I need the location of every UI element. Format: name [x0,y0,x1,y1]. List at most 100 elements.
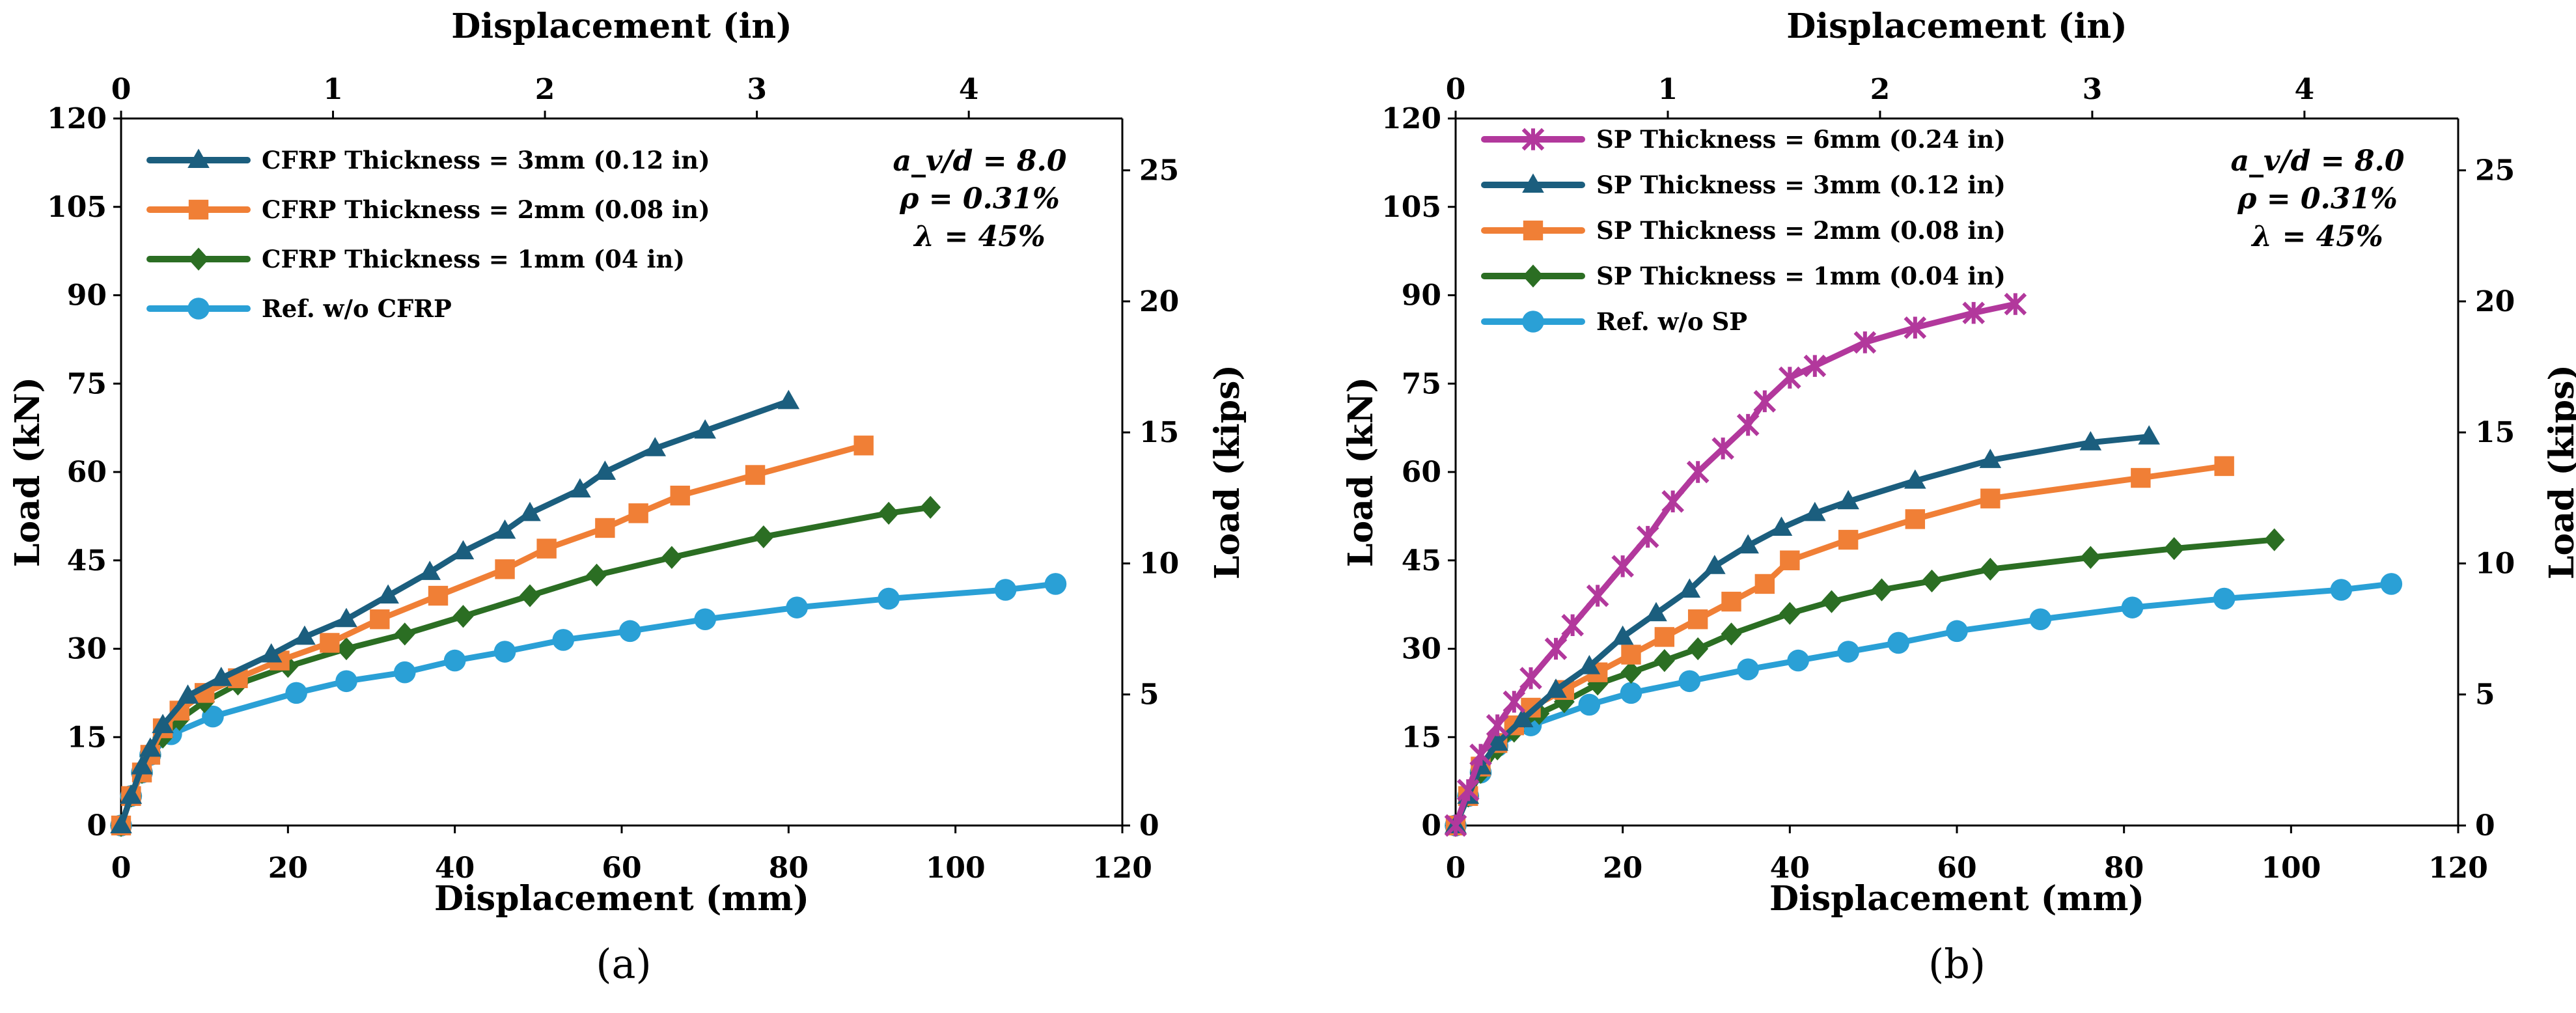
data-point-sp6 [1962,301,1985,324]
data-point-cfrp2 [428,585,449,606]
data-point-ref [1787,649,1809,672]
data-point-cfrp3 [139,737,161,757]
data-point-sp6 [1711,437,1734,460]
data-point-sp3 [1511,708,1534,728]
legend-label: CFRP Thickness = 2mm (0.08 in) [262,195,710,224]
data-point-sp6 [1904,316,1927,339]
data-point-ref [1044,573,1067,595]
data-point-cfrp1 [394,622,415,646]
x2-tick-label: 2 [535,73,555,106]
data-point-ref [202,705,224,728]
data-point-ref [1578,693,1601,716]
x-axis-title: Displacement (mm) [434,879,809,919]
data-point-cfrp1 [336,637,357,661]
series-cfrp2 [111,436,874,836]
data-point-sp6 [1779,366,1801,389]
y-tick-label: 105 [47,191,107,224]
legend-label: SP Thickness = 3mm (0.12 in) [1596,171,2006,199]
y-tick-label: 90 [67,279,107,312]
data-point-sp1 [1654,649,1675,673]
data-point-cfrp1 [878,501,900,525]
data-point-ref [994,579,1017,601]
data-point-sp6 [1736,413,1760,436]
series-ref [1445,573,2403,837]
legend-label: Ref. w/o SP [1596,307,1747,336]
data-point-cfrp2 [628,503,648,523]
series-group [110,389,1067,837]
data-point-sp6 [1586,584,1609,607]
y2-axis-title: Load (kips) [2542,365,2576,579]
data-point-cfrp3 [777,389,800,409]
data-point-ref [335,670,357,693]
data-point-sp6 [1519,667,1542,690]
series-line-sp6 [1452,301,2019,829]
data-point-sp1 [1721,622,1742,646]
y-tick-label: 75 [67,367,107,400]
data-point-ref [694,608,716,631]
legend-marker [1522,173,1544,193]
series-sp3 [1445,425,2160,833]
x-tick-label: 120 [2428,852,2488,885]
y2-tick-label: 20 [1139,285,1179,318]
data-point-ref [878,587,900,610]
data-point-sp3 [1770,516,1793,536]
y-tick-label: 45 [1402,544,1441,577]
y2-tick-label: 0 [2475,809,2495,842]
legend-label: SP Thickness = 6mm (0.24 in) [1596,125,2006,154]
x-tick-label: 120 [1092,852,1152,885]
data-point-sp6 [1636,525,1659,548]
legend-label: CFRP Thickness = 3mm (0.12 in) [262,146,710,174]
legend: CFRP Thickness = 3mm (0.12 in) CFRP Thick… [146,146,710,323]
data-point-cfrp3 [419,561,441,580]
y-tick-label: 15 [1402,721,1441,754]
y-tick-label: 30 [1402,633,1441,666]
data-point-cfrp2 [595,518,615,538]
data-point-sp3 [1804,501,1826,521]
data-point-sp6 [2004,292,2027,316]
x-axis-title: Displacement (mm) [1769,879,2144,919]
legend-marker [1523,264,1544,288]
data-point-cfrp3 [176,684,199,704]
panel-label: (b) [1928,940,1986,988]
y-tick-label: 60 [67,456,107,489]
x2-tick-label: 1 [323,73,343,106]
x2-tick-label: 0 [1446,73,1466,106]
data-point-sp3 [1704,555,1726,574]
data-point-sp6 [1853,331,1877,354]
data-point-sp6 [1456,779,1480,802]
x-tick-label: 80 [769,852,809,885]
legend: SP Thickness = 6mm (0.24 in) SP Thickness… [1481,125,2006,336]
data-point-ref [786,596,808,618]
data-point-sp1 [2264,528,2285,551]
series-line-ref [118,581,1059,829]
data-point-cfrp2 [745,465,766,485]
parameter-text: a_v/d = 8.0 [2231,145,2405,178]
data-point-cfrp3 [152,714,174,734]
parameter-text: λ = 45% [913,220,1045,253]
parameter-text: ρ = 0.31% [2237,182,2398,215]
data-point-sp3 [1737,534,1759,554]
y2-tick-label: 10 [1139,547,1179,580]
series-line-cfrp3 [118,398,792,829]
data-point-ref [1837,641,1859,663]
data-point-sp2 [1687,609,1708,630]
data-point-sp3 [1578,655,1601,674]
data-point-ref [552,629,575,651]
data-point-sp3 [1979,449,2002,468]
data-point-cfrp3 [335,607,357,628]
data-point-ref [1678,670,1701,693]
x2-tick-label: 4 [2295,73,2315,106]
series-line-cfrp2 [118,442,867,829]
x-tick-label: 0 [1446,852,1466,885]
y-tick-label: 75 [1402,367,1441,400]
data-point-ref [2213,587,2236,610]
data-point-cfrp2 [320,633,340,653]
data-point-sp2 [1621,645,1641,665]
x-tick-label: 0 [111,852,132,885]
data-point-cfrp3 [644,437,667,456]
data-point-cfrp1 [452,605,474,628]
x-tick-label: 100 [926,852,986,885]
x-tick-label: 20 [1603,852,1642,885]
y-tick-label: 120 [47,102,107,135]
data-point-sp3 [1611,625,1634,645]
